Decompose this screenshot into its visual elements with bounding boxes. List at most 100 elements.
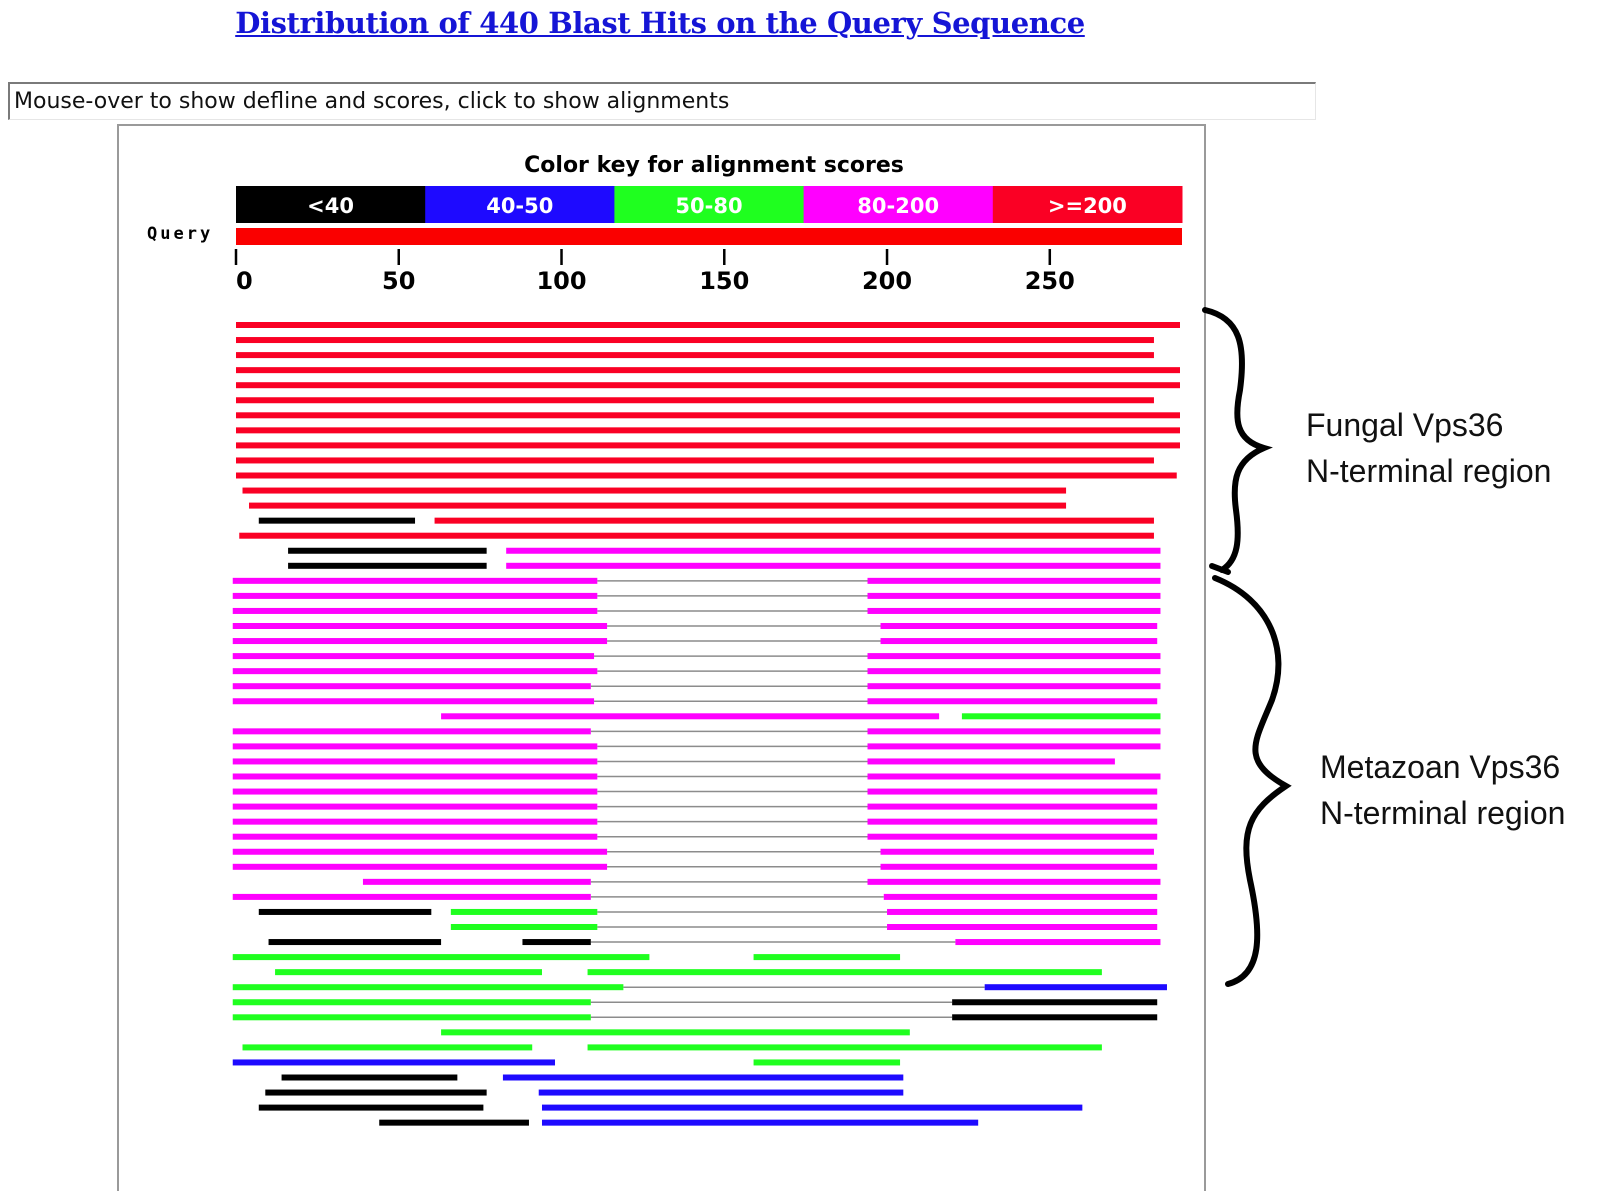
hit-segment[interactable] bbox=[232, 623, 608, 629]
hit-segment[interactable] bbox=[232, 653, 595, 660]
blast-graph-frame[interactable] bbox=[117, 124, 1206, 1191]
hit-segment[interactable] bbox=[265, 1089, 487, 1096]
hit-segment[interactable] bbox=[232, 743, 598, 750]
hit-segment[interactable] bbox=[232, 592, 598, 599]
hit-segment[interactable] bbox=[880, 848, 1154, 855]
hit-segment[interactable] bbox=[506, 562, 1161, 569]
hit-segment[interactable] bbox=[242, 487, 1067, 494]
hit-segment[interactable] bbox=[867, 818, 1158, 825]
hit-row[interactable] bbox=[232, 984, 1167, 991]
hit-row[interactable] bbox=[232, 1014, 1158, 1021]
hit-segment[interactable] bbox=[867, 833, 1158, 840]
hit-row[interactable] bbox=[258, 908, 1158, 915]
hit-segment[interactable] bbox=[984, 984, 1167, 991]
hit-segment[interactable] bbox=[887, 908, 1158, 915]
hit-segment[interactable] bbox=[541, 1104, 1083, 1111]
hit-row[interactable] bbox=[441, 713, 1161, 720]
hit-row[interactable] bbox=[232, 728, 1161, 735]
hit-segment[interactable] bbox=[441, 1029, 910, 1036]
hit-segment[interactable] bbox=[867, 607, 1161, 614]
hit-row[interactable] bbox=[236, 412, 1180, 419]
hit-segment[interactable] bbox=[587, 969, 1102, 976]
hit-row[interactable] bbox=[249, 502, 1067, 509]
hit-segment[interactable] bbox=[232, 728, 591, 735]
hit-segment[interactable] bbox=[249, 502, 1067, 509]
hit-segment[interactable] bbox=[232, 818, 598, 825]
hit-segment[interactable] bbox=[258, 908, 432, 915]
hit-row[interactable] bbox=[232, 638, 1158, 645]
hit-segment[interactable] bbox=[955, 939, 1161, 946]
hit-row[interactable] bbox=[236, 397, 1154, 404]
hit-segment[interactable] bbox=[236, 382, 1180, 389]
hit-segment[interactable] bbox=[867, 683, 1161, 690]
hit-segment[interactable] bbox=[506, 547, 1161, 554]
hit-segment[interactable] bbox=[232, 683, 591, 690]
hit-segment[interactable] bbox=[232, 833, 598, 840]
hit-row[interactable] bbox=[232, 803, 1158, 810]
hit-segment[interactable] bbox=[258, 1104, 484, 1111]
hit-segment[interactable] bbox=[258, 517, 416, 524]
hit-segment[interactable] bbox=[538, 1089, 904, 1096]
hit-segment[interactable] bbox=[434, 517, 1154, 524]
hit-row[interactable] bbox=[232, 668, 1161, 675]
hit-segment[interactable] bbox=[236, 352, 1154, 359]
hit-segment[interactable] bbox=[887, 924, 1158, 930]
hit-row[interactable] bbox=[232, 653, 1161, 660]
hit-segment[interactable] bbox=[232, 758, 598, 765]
hit-row[interactable] bbox=[232, 833, 1158, 840]
hit-row[interactable] bbox=[232, 893, 1158, 900]
hit-segment[interactable] bbox=[867, 878, 1161, 885]
hit-segment[interactable] bbox=[880, 623, 1158, 629]
page-title[interactable]: Distribution of 440 Blast Hits on the Qu… bbox=[235, 6, 1085, 40]
hit-segment[interactable] bbox=[232, 698, 595, 705]
hit-segment[interactable] bbox=[288, 562, 487, 569]
hit-row[interactable] bbox=[232, 592, 1161, 599]
hit-segment[interactable] bbox=[867, 668, 1161, 675]
hit-segment[interactable] bbox=[232, 803, 598, 810]
hit-row[interactable] bbox=[232, 743, 1161, 750]
hit-segment[interactable] bbox=[867, 743, 1161, 750]
hit-row[interactable] bbox=[232, 683, 1161, 690]
hit-segment[interactable] bbox=[236, 337, 1154, 344]
hit-row[interactable] bbox=[232, 788, 1158, 795]
hit-row[interactable] bbox=[288, 547, 1161, 554]
hit-row[interactable] bbox=[236, 442, 1180, 449]
hit-segment[interactable] bbox=[232, 863, 608, 870]
hit-segment[interactable] bbox=[880, 638, 1158, 645]
hit-row[interactable] bbox=[258, 1104, 1083, 1111]
hit-segment[interactable] bbox=[880, 863, 1158, 870]
hit-segment[interactable] bbox=[232, 638, 608, 645]
hit-row[interactable] bbox=[288, 562, 1161, 569]
hit-segment[interactable] bbox=[867, 698, 1158, 705]
hit-row[interactable] bbox=[232, 848, 1154, 855]
hit-segment[interactable] bbox=[232, 954, 650, 961]
hit-segment[interactable] bbox=[232, 893, 591, 900]
hit-segment[interactable] bbox=[867, 653, 1161, 660]
hit-row[interactable] bbox=[236, 322, 1180, 328]
hit-segment[interactable] bbox=[450, 924, 598, 930]
hit-segment[interactable] bbox=[236, 472, 1177, 479]
hit-segment[interactable] bbox=[867, 758, 1115, 765]
hit-segment[interactable] bbox=[281, 1074, 458, 1081]
hit-segment[interactable] bbox=[236, 367, 1180, 374]
hit-row[interactable] bbox=[236, 352, 1154, 359]
hit-segment[interactable] bbox=[236, 427, 1180, 434]
hit-row[interactable] bbox=[232, 577, 1161, 584]
hit-segment[interactable] bbox=[883, 893, 1158, 900]
hit-segment[interactable] bbox=[362, 878, 591, 885]
hit-row[interactable] bbox=[265, 1089, 904, 1096]
hit-row[interactable] bbox=[239, 532, 1154, 539]
hit-row[interactable] bbox=[236, 382, 1180, 389]
hit-row[interactable] bbox=[232, 863, 1158, 870]
hit-segment[interactable] bbox=[753, 954, 901, 961]
hit-segment[interactable] bbox=[232, 1059, 556, 1066]
hit-segment[interactable] bbox=[236, 412, 1180, 419]
hit-row[interactable] bbox=[441, 1029, 910, 1036]
hit-segment[interactable] bbox=[236, 322, 1180, 328]
hit-segment[interactable] bbox=[236, 457, 1154, 464]
hit-segment[interactable] bbox=[232, 607, 598, 614]
hit-row[interactable] bbox=[236, 457, 1154, 464]
hit-segment[interactable] bbox=[952, 1014, 1158, 1021]
hit-row[interactable] bbox=[258, 517, 1154, 524]
hit-segment[interactable] bbox=[867, 577, 1161, 584]
